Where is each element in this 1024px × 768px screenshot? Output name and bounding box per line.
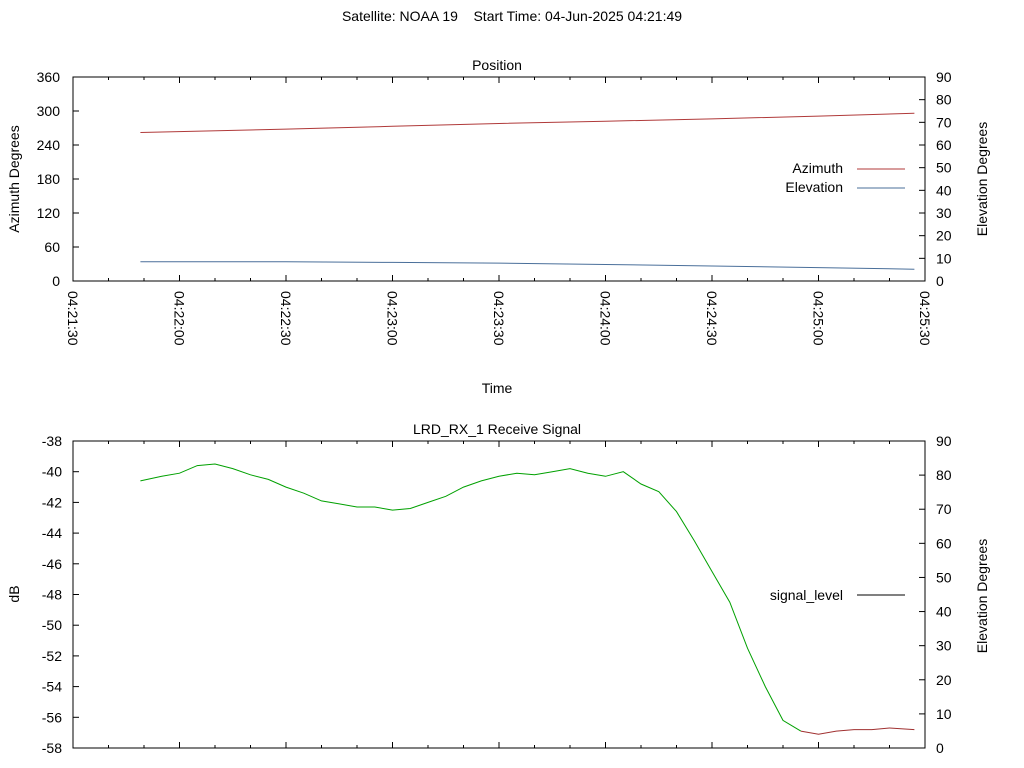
signal-ytick-label: -54 bbox=[42, 679, 62, 695]
position-ytick-label: 180 bbox=[37, 171, 61, 187]
position-xtick-label: 04:24:30 bbox=[704, 291, 720, 346]
position-y2tick-label: 20 bbox=[936, 228, 952, 244]
position-chart-title: Position bbox=[472, 57, 522, 73]
position-y2tick-label: 90 bbox=[936, 69, 952, 85]
position-y2tick-label: 80 bbox=[936, 92, 952, 108]
signal-y2tick-label: 30 bbox=[936, 638, 952, 654]
position-xtick-label: 04:24:00 bbox=[598, 291, 614, 346]
position-ytick-label: 0 bbox=[52, 273, 60, 289]
signal-y2label: Elevation Degrees bbox=[974, 539, 990, 653]
legend-signal-label: signal_level bbox=[770, 587, 843, 603]
position-y2tick-label: 40 bbox=[936, 182, 952, 198]
page-title: Satellite: NOAA 19 Start Time: 04-Jun-20… bbox=[341, 8, 683, 24]
signal-ytick-label: -42 bbox=[42, 494, 62, 510]
position-y2tick-label: 30 bbox=[936, 205, 952, 221]
signal-level-series-line-late bbox=[800, 727, 915, 735]
signal-ytick-label: -38 bbox=[42, 433, 62, 449]
signal-ytick-label: -58 bbox=[42, 740, 62, 756]
signal-y2tick-label: 60 bbox=[936, 535, 952, 551]
signal-y2tick-label: 10 bbox=[936, 706, 952, 722]
position-xtick-label: 04:22:00 bbox=[172, 291, 188, 346]
position-ytick-label: 300 bbox=[37, 103, 61, 119]
position-xlabel: Time bbox=[482, 380, 513, 396]
signal-ytick-label: -56 bbox=[42, 709, 62, 725]
signal-ytick-label: -52 bbox=[42, 648, 62, 664]
signal-ylabel: dB bbox=[6, 585, 22, 602]
signal-chart-title: LRD_RX_1 Receive Signal bbox=[413, 421, 581, 437]
position-y2tick-label: 60 bbox=[936, 137, 952, 153]
signal-y2tick-label: 0 bbox=[936, 740, 944, 756]
position-xtick-label: 04:23:30 bbox=[491, 291, 507, 346]
position-xtick-label: 04:21:30 bbox=[65, 291, 81, 346]
position-y2tick-label: 70 bbox=[936, 114, 952, 130]
position-xtick-label: 04:25:30 bbox=[917, 291, 933, 346]
signal-y2tick-label: 70 bbox=[936, 501, 952, 517]
position-ytick-label: 360 bbox=[37, 69, 61, 85]
position-y2tick-label: 10 bbox=[936, 250, 952, 266]
position-ytick-label: 120 bbox=[37, 205, 61, 221]
position-xtick-label: 04:22:30 bbox=[278, 291, 294, 346]
signal-y2tick-label: 40 bbox=[936, 604, 952, 620]
legend-elevation-label: Elevation bbox=[785, 179, 843, 195]
signal-ytick-label: -44 bbox=[42, 525, 62, 541]
position-ytick-label: 60 bbox=[44, 239, 60, 255]
signal-ytick-label: -40 bbox=[42, 464, 62, 480]
elevation-series-line bbox=[140, 261, 915, 270]
signal-level-series-line bbox=[140, 463, 802, 732]
signal-ytick-label: -46 bbox=[42, 556, 62, 572]
signal-y2tick-label: 50 bbox=[936, 569, 952, 585]
position-ytick-label: 240 bbox=[37, 137, 61, 153]
position-y2tick-label: 0 bbox=[936, 273, 944, 289]
position-y2tick-label: 50 bbox=[936, 160, 952, 176]
azimuth-series-line bbox=[140, 112, 915, 133]
position-ylabel: Azimuth Degrees bbox=[6, 125, 22, 232]
position-xtick-label: 04:25:00 bbox=[811, 291, 827, 346]
signal-ytick-label: -48 bbox=[42, 587, 62, 603]
position-y2label: Elevation Degrees bbox=[974, 122, 990, 236]
signal-y2tick-label: 80 bbox=[936, 467, 952, 483]
legend-azimuth-label: Azimuth bbox=[792, 160, 843, 176]
signal-ytick-label: -50 bbox=[42, 617, 62, 633]
signal-y2tick-label: 20 bbox=[936, 672, 952, 688]
signal-y2tick-label: 90 bbox=[936, 433, 952, 449]
position-xtick-label: 04:23:00 bbox=[385, 291, 401, 346]
